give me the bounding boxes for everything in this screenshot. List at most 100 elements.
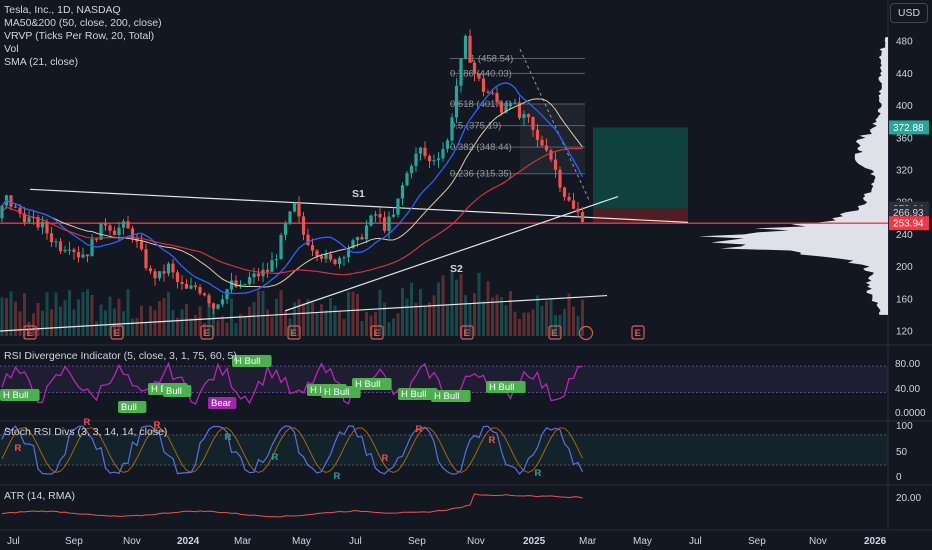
volume-bar <box>266 309 269 336</box>
rsi-divergence-text: Bull <box>121 402 137 413</box>
volume-bar <box>176 317 179 336</box>
volume-bar <box>423 305 427 336</box>
volume-bar <box>189 318 193 336</box>
rsi-divergence-label <box>118 401 147 413</box>
volume-bar <box>180 309 184 336</box>
volume-bar <box>243 315 247 336</box>
volume-bar <box>432 295 436 336</box>
volume-bar <box>419 288 422 336</box>
fib-label: 0.236 (315.35) <box>450 169 512 180</box>
candle-body <box>256 273 261 277</box>
volume-bar <box>293 302 296 336</box>
rsi-divergence-label <box>486 381 526 393</box>
earnings-marker <box>460 325 474 340</box>
volume-bar <box>225 322 229 336</box>
candle-body <box>94 239 99 241</box>
candle-body <box>27 217 31 223</box>
legend-vrvp[interactable]: VRVP (Ticks Per Row, 20, Total) <box>4 30 155 42</box>
fib-label: 0.786 (440.03) <box>450 68 512 79</box>
volume-bar <box>509 290 512 336</box>
atr-pane-title[interactable]: ATR (14, RMA) <box>4 490 75 502</box>
stoch-tick: 0 <box>896 472 902 483</box>
candle-body <box>508 102 513 107</box>
price-tick: 160 <box>896 294 913 305</box>
candle-body <box>67 249 72 251</box>
candle-body <box>382 217 387 231</box>
legend-symbol[interactable]: Tesla, Inc., 1D, NASDAQ <box>4 4 121 16</box>
stoch-marker: R <box>272 452 279 463</box>
volume-bar <box>216 320 220 336</box>
volume-bar <box>41 310 44 336</box>
legend-sma[interactable]: SMA (21, close) <box>4 56 79 68</box>
volume-bar <box>95 321 98 336</box>
volume-bar <box>113 308 116 336</box>
candle-body <box>63 249 67 252</box>
volume-bar <box>527 312 530 336</box>
volume-bar <box>324 310 328 336</box>
candle-body <box>292 202 297 212</box>
volume-bar <box>32 313 35 336</box>
price-label-bg <box>889 120 929 135</box>
volume-bar <box>14 301 17 336</box>
volume-bar <box>297 299 301 336</box>
legend-ma[interactable]: MA50&200 (50, close, 200, close) <box>4 17 162 29</box>
candle-body <box>364 225 369 240</box>
volume-bar <box>329 297 332 336</box>
earnings-marker-label: E <box>374 328 380 339</box>
volume-bar <box>464 295 467 336</box>
price-tick: 320 <box>896 166 913 177</box>
rsi-pane-title[interactable]: RSI Divergence Indicator (5, close, 3, 1… <box>4 350 237 362</box>
volume-bar <box>270 316 274 336</box>
volume-bar <box>311 302 314 336</box>
candle-body <box>405 173 409 186</box>
candle-body <box>342 257 346 259</box>
volume-bar <box>437 282 440 336</box>
currency-button[interactable]: USD <box>890 3 928 23</box>
volume-bar <box>383 302 386 336</box>
volume-bar <box>275 298 278 336</box>
atr-line <box>1 493 583 518</box>
candle-body <box>477 73 481 79</box>
candle-body <box>247 277 252 285</box>
volume-bar <box>126 289 130 336</box>
rsi-divergence-text: H Bull <box>3 390 28 401</box>
volume-bar <box>356 293 359 336</box>
volume-bar <box>135 318 139 336</box>
candle-body <box>108 225 112 231</box>
candle-body <box>490 92 495 94</box>
rsi-divergence-text: Bear <box>211 398 231 409</box>
rsi-divergence-label <box>321 386 361 398</box>
volume-bar <box>90 294 94 336</box>
volume-bar <box>221 316 224 336</box>
candle-body <box>144 249 148 269</box>
volume-bar <box>549 298 553 336</box>
earnings-marker <box>548 325 562 340</box>
stoch-marker: R <box>416 424 423 435</box>
volume-bar <box>36 302 40 336</box>
rsi-divergence-text: H Bull <box>434 391 459 402</box>
candle-body <box>463 35 468 59</box>
candle-body <box>9 195 13 207</box>
candle-body <box>58 241 63 252</box>
rsi-band <box>0 366 888 393</box>
candle-body <box>49 233 54 243</box>
candle-body <box>580 212 585 223</box>
price-tick: 120 <box>896 327 913 338</box>
stoch-d-line <box>1 427 583 474</box>
volume-bar <box>302 303 305 336</box>
rsi-divergence-label <box>208 397 237 409</box>
volume-bar <box>108 296 112 336</box>
candle-body <box>468 35 472 63</box>
volume-bar <box>477 272 481 336</box>
candle-body <box>76 252 81 258</box>
time-tick: Jul <box>689 536 702 547</box>
earnings-marker-label: E <box>204 328 210 339</box>
volume-bar <box>158 300 161 336</box>
stoch-pane-title[interactable]: Stoch RSI Divs (3, 3, 14, 14, close) <box>4 426 168 438</box>
candle-body <box>90 239 94 257</box>
candle-body <box>414 153 418 167</box>
candle-body <box>85 254 90 257</box>
time-tick: May <box>292 536 311 547</box>
legend-vol[interactable]: Vol <box>4 43 19 55</box>
